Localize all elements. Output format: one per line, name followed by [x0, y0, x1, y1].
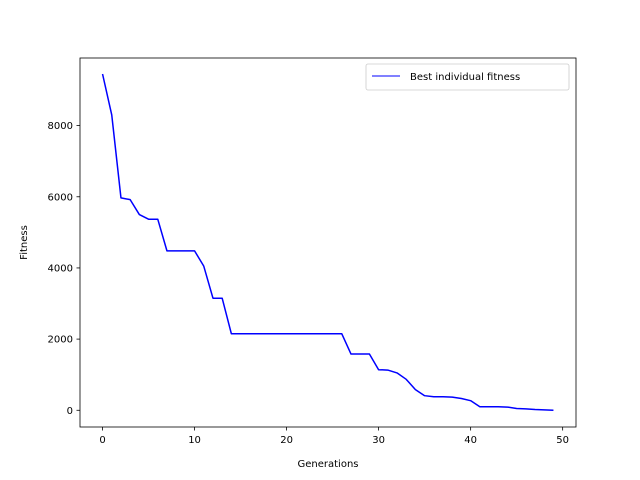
y-tick-label: 4000	[48, 263, 73, 274]
y-axis-label: Fitness	[19, 225, 30, 260]
y-tick-label: 0	[67, 406, 73, 417]
x-tick-label: 40	[464, 435, 477, 446]
x-tick-label: 20	[280, 435, 293, 446]
x-axis-label: Generations	[298, 459, 359, 470]
series-line-0	[101, 73, 554, 412]
y-axis-ticks: 0 2000 4000 6000 8000	[48, 121, 80, 417]
x-tick-label: 10	[188, 435, 201, 446]
legend-entry-label: Best individual fitness	[410, 72, 520, 83]
x-tick-label: 0	[99, 435, 105, 446]
x-tick-label: 50	[556, 435, 569, 446]
legend-box	[365, 63, 570, 91]
y-tick-label: 2000	[48, 335, 73, 346]
y-tick-label: 8000	[48, 121, 73, 132]
legend: Best individual fitness	[365, 63, 570, 91]
plot-frame	[79, 57, 577, 428]
series-layer	[101, 73, 554, 412]
y-tick-label: 6000	[48, 192, 73, 203]
x-tick-label: 30	[372, 435, 385, 446]
x-axis-ticks: 0 10 20 30 40 50	[99, 427, 569, 446]
